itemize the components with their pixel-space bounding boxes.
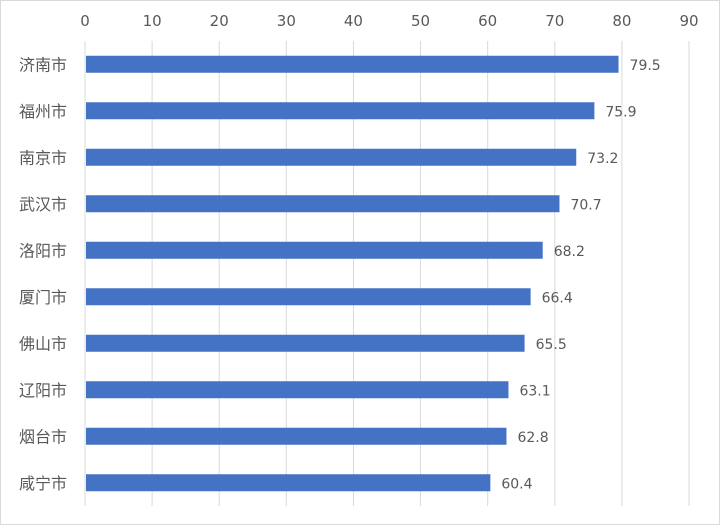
x-tick-label: 50 — [411, 12, 430, 30]
bar — [86, 241, 543, 259]
data-label: 75.9 — [605, 104, 636, 120]
category-label: 南京市 — [19, 148, 67, 167]
data-label: 66.4 — [542, 290, 573, 306]
bar — [86, 55, 619, 73]
data-label: 60.4 — [501, 476, 532, 492]
data-label: 63.1 — [519, 383, 550, 399]
category-label: 辽阳市 — [19, 381, 67, 400]
bar — [86, 427, 507, 445]
bar — [86, 334, 525, 352]
category-label: 佛山市 — [19, 334, 67, 353]
category-label: 咸宁市 — [19, 474, 67, 493]
category-label: 武汉市 — [19, 195, 67, 214]
bar — [86, 102, 595, 120]
data-label: 62.8 — [517, 430, 548, 446]
x-tick-label: 90 — [679, 12, 698, 30]
data-label: 65.5 — [536, 337, 567, 353]
bar — [86, 148, 577, 166]
data-label: 73.2 — [587, 151, 618, 167]
category-label: 厦门市 — [19, 288, 67, 307]
x-tick-label: 0 — [80, 12, 90, 30]
x-tick-label: 30 — [277, 12, 296, 30]
bar — [86, 474, 491, 492]
data-label: 68.2 — [554, 244, 585, 260]
data-label: 70.7 — [570, 197, 601, 213]
x-tick-label: 20 — [210, 12, 229, 30]
x-tick-label: 70 — [545, 12, 564, 30]
category-label: 济南市 — [19, 55, 67, 74]
category-label: 洛阳市 — [19, 241, 67, 260]
category-label: 福州市 — [19, 102, 67, 121]
bar — [86, 381, 509, 399]
x-tick-label: 60 — [478, 12, 497, 30]
bar — [86, 195, 560, 213]
x-tick-label: 10 — [143, 12, 162, 30]
data-label: 79.5 — [630, 58, 661, 74]
category-label: 烟台市 — [19, 427, 67, 446]
bar — [86, 288, 531, 306]
x-tick-label: 40 — [344, 12, 363, 30]
x-tick-label: 80 — [612, 12, 631, 30]
